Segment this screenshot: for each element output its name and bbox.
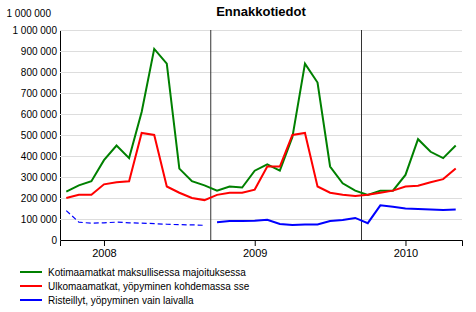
grid-line [60,114,462,115]
y-tick: 900 000 [21,46,462,57]
title: Ennakkotiedot [216,4,306,19]
legend-item: Ulkomaamatkat, yöpyminen kohdemassa sse [20,281,250,292]
tick-mark [255,240,256,246]
x-tick-label: 2010 [394,247,418,259]
series-line [217,205,456,225]
y-tick-label: 100 000 [21,214,58,225]
x-tick: 2010 [394,240,418,259]
y-tick-label: 900 000 [21,46,58,57]
y-tick: 700 000 [21,88,462,99]
y-tick-label: 1 000 000 [13,25,58,36]
series-line [66,211,204,226]
y-tick-label: 500 000 [21,130,58,141]
legend-swatch [20,299,42,301]
legend-item: Kotimaamatkat maksullisessa majoituksess… [20,267,246,278]
y-tick: 1 000 000 [13,25,463,36]
legend-swatch [20,271,42,273]
tick-mark [405,240,406,246]
x-axis: 2008 2009 2010 [61,240,463,259]
separator-line [361,30,362,240]
legend-swatch [20,285,42,287]
grid-line [60,198,462,199]
series-line [66,49,455,195]
y-tick: 300 000 [21,172,462,183]
y-tick-label: 400 000 [21,151,58,162]
legend-label: Ulkomaamatkat, yöpyminen kohdemassa sse [48,281,250,292]
grid-line [60,135,462,136]
grid-line [60,30,462,31]
y-tick: 0 [51,235,462,246]
y-tick-label: 600 000 [21,109,58,120]
legend-label: Kotimaamatkat maksullisessa majoituksess… [48,267,246,278]
grid-line [60,156,462,157]
x-axis-line [61,241,463,247]
y-tick: 600 000 [21,109,462,120]
y-tick-label: 200 000 [21,193,58,204]
plot: 0 100 000 200 000 300 000 400 000 500 000 600 … [13,25,463,259]
y-tick: 500 000 [21,130,462,141]
grid-line [60,72,462,73]
grid-line [60,51,462,52]
legend-label: Risteillyt, yöpyminen vain laivalla [48,295,194,306]
y-tick: 800 000 [21,67,462,78]
legend-item: Risteillyt, yöpyminen vain laivalla [20,295,194,306]
legend: Kotimaamatkat maksullisessa majoituksess… [20,267,250,306]
x-tick: 2009 [243,240,267,259]
separator-line [210,30,211,240]
marks [66,30,455,240]
y-tick: 400 000 [21,151,462,162]
y-tick-label: 300 000 [21,172,58,183]
y-tick-label: 700 000 [21,88,58,99]
x-tick-label: 2008 [92,247,116,259]
x-tick-label: 2009 [243,247,267,259]
y-tick-label: 0 [51,235,57,246]
x-tick: 2008 [92,240,116,259]
grid-line [60,93,462,94]
series-line [66,133,455,200]
y-tick-label: 800 000 [21,67,58,78]
y-axis: 0 100 000 200 000 300 000 400 000 500 000 600 … [13,25,463,246]
tick-mark [104,240,105,246]
y-label: 1 000 000 [7,8,52,19]
chart: 0 100 000 200 000 300 000 400 000 500 000 600 … [0,0,476,312]
